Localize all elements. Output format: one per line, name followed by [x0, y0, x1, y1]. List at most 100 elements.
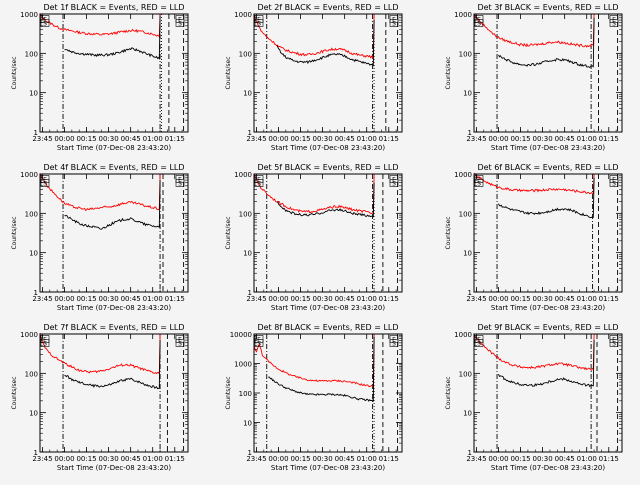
x-tick-label: 00:15	[76, 135, 96, 143]
marker-label: S	[257, 20, 261, 27]
marker-label: S	[43, 20, 47, 27]
x-tick-label: 00:30	[313, 455, 333, 463]
marker-label: E	[178, 176, 182, 183]
x-tick-label: 01:15	[379, 135, 399, 143]
series-line-lld	[39, 13, 161, 39]
series-line-events	[64, 340, 161, 390]
y-axis-label: Counts/sec	[225, 56, 232, 89]
series-line-events	[276, 20, 375, 67]
panel-det-4: Det 4f BLACK = Events, RED = LLD 1 10 100 10…	[11, 163, 189, 312]
marker-box	[474, 15, 484, 23]
chart-title: Det 6f BLACK = Events, RED = LLD	[477, 163, 618, 172]
marker-box	[609, 15, 619, 23]
x-tick-label: 00:30	[99, 135, 119, 143]
x-tick-label: 00:45	[335, 295, 355, 303]
x-tick-label: 00:15	[290, 135, 310, 143]
y-tick-label: 100	[25, 370, 38, 378]
marker-box	[254, 175, 264, 183]
x-tick-label: 00:45	[555, 135, 575, 143]
marker-box	[254, 335, 264, 343]
panel-det-3: Det 3f BLACK = Events, RED = LLD 1 10 100 10…	[445, 3, 623, 152]
marker-box	[474, 335, 484, 343]
chart-title: Det 8f BLACK = Events, RED = LLD	[257, 323, 398, 332]
y-axis-label: Counts/sec	[445, 216, 452, 249]
x-axis-label: Start Time (07-Dec-08 23:43:20)	[271, 464, 385, 472]
x-tick-label: 00:00	[54, 455, 74, 463]
x-tick-label: 01:00	[577, 455, 597, 463]
x-axis-label: Start Time (07-Dec-08 23:43:20)	[491, 144, 605, 152]
x-tick-label: 00:30	[533, 135, 553, 143]
y-tick-label: 1	[468, 129, 472, 137]
y-tick-label: 1	[34, 289, 38, 297]
marker-box	[609, 335, 619, 343]
marker-box	[40, 335, 50, 343]
x-tick-label: 01:15	[379, 455, 399, 463]
x-axis-label: Start Time (07-Dec-08 23:43:20)	[491, 464, 605, 472]
x-tick-label: 01:15	[165, 135, 185, 143]
x-tick-label: 00:00	[268, 455, 288, 463]
y-tick-label: 10	[29, 410, 38, 418]
y-axis-label: Counts/sec	[11, 216, 18, 249]
panel-det-1: Det 1f BLACK = Events, RED = LLD 1 10 100 10…	[11, 3, 189, 152]
panel-det-2: Det 2f BLACK = Events, RED = LLD 1 10 100 10…	[225, 3, 403, 152]
x-tick-label: 00:15	[76, 455, 96, 463]
series-line-events	[267, 336, 375, 403]
x-tick-label: 00:00	[268, 135, 288, 143]
y-tick-label: 1	[34, 449, 38, 457]
y-tick-label: 1000	[20, 171, 38, 179]
x-tick-label: 00:30	[99, 455, 119, 463]
y-tick-label: 100	[459, 370, 472, 378]
panel-det-6: Det 6f BLACK = Events, RED = LLD 1 10 100 10…	[445, 163, 623, 312]
chart-title: Det 5f BLACK = Events, RED = LLD	[257, 163, 398, 172]
series-line-lld	[39, 173, 161, 212]
marker-label: S	[392, 340, 396, 347]
marker-box	[389, 335, 399, 343]
x-tick-label: 23:45	[466, 295, 486, 303]
y-tick-label: 10	[463, 90, 472, 98]
marker-label: E	[257, 176, 261, 183]
x-tick-label: 00:45	[555, 295, 575, 303]
x-tick-label: 00:15	[290, 295, 310, 303]
marker-label: S	[257, 180, 261, 187]
plot-frame	[39, 333, 189, 453]
x-tick-label: 00:00	[54, 135, 74, 143]
x-axis-label: Start Time (07-Dec-08 23:43:20)	[57, 464, 171, 472]
x-tick-label: 00:45	[121, 455, 141, 463]
marker-box	[40, 179, 50, 187]
plot-frame	[253, 333, 403, 453]
marker-box	[389, 15, 399, 23]
y-tick-label: 100	[239, 390, 252, 398]
x-tick-label: 23:45	[32, 455, 52, 463]
marker-box	[175, 175, 185, 183]
marker-box	[254, 339, 264, 347]
y-tick-label: 10	[29, 90, 38, 98]
marker-label: S	[612, 180, 616, 187]
x-tick-label: 00:45	[121, 295, 141, 303]
x-tick-label: 00:45	[335, 135, 355, 143]
x-axis-label: Start Time (07-Dec-08 23:43:20)	[271, 304, 385, 312]
y-tick-label: 1	[468, 289, 472, 297]
y-axis-label: Counts/sec	[445, 56, 452, 89]
chart-title: Det 3f BLACK = Events, RED = LLD	[477, 3, 618, 12]
x-tick-label: 23:45	[466, 455, 486, 463]
x-axis-label: Start Time (07-Dec-08 23:43:20)	[491, 304, 605, 312]
y-tick-label: 1000	[454, 171, 472, 179]
y-axis-label: Counts/sec	[11, 376, 18, 409]
chart-title: Det 9f BLACK = Events, RED = LLD	[477, 323, 618, 332]
y-tick-label: 1000	[234, 11, 252, 19]
x-tick-label: 00:45	[121, 135, 141, 143]
marker-box	[40, 339, 50, 347]
marker-label: S	[477, 180, 481, 187]
series-line-lld	[253, 173, 375, 215]
x-tick-label: 01:00	[357, 455, 377, 463]
x-tick-label: 00:00	[268, 295, 288, 303]
marker-box	[40, 175, 50, 183]
y-axis-label: Counts/sec	[225, 376, 232, 409]
plot-frame	[473, 173, 623, 293]
marker-box	[254, 15, 264, 23]
x-tick-label: 01:15	[165, 455, 185, 463]
x-tick-label: 00:15	[290, 455, 310, 463]
marker-box	[474, 339, 484, 347]
marker-box	[175, 15, 185, 23]
